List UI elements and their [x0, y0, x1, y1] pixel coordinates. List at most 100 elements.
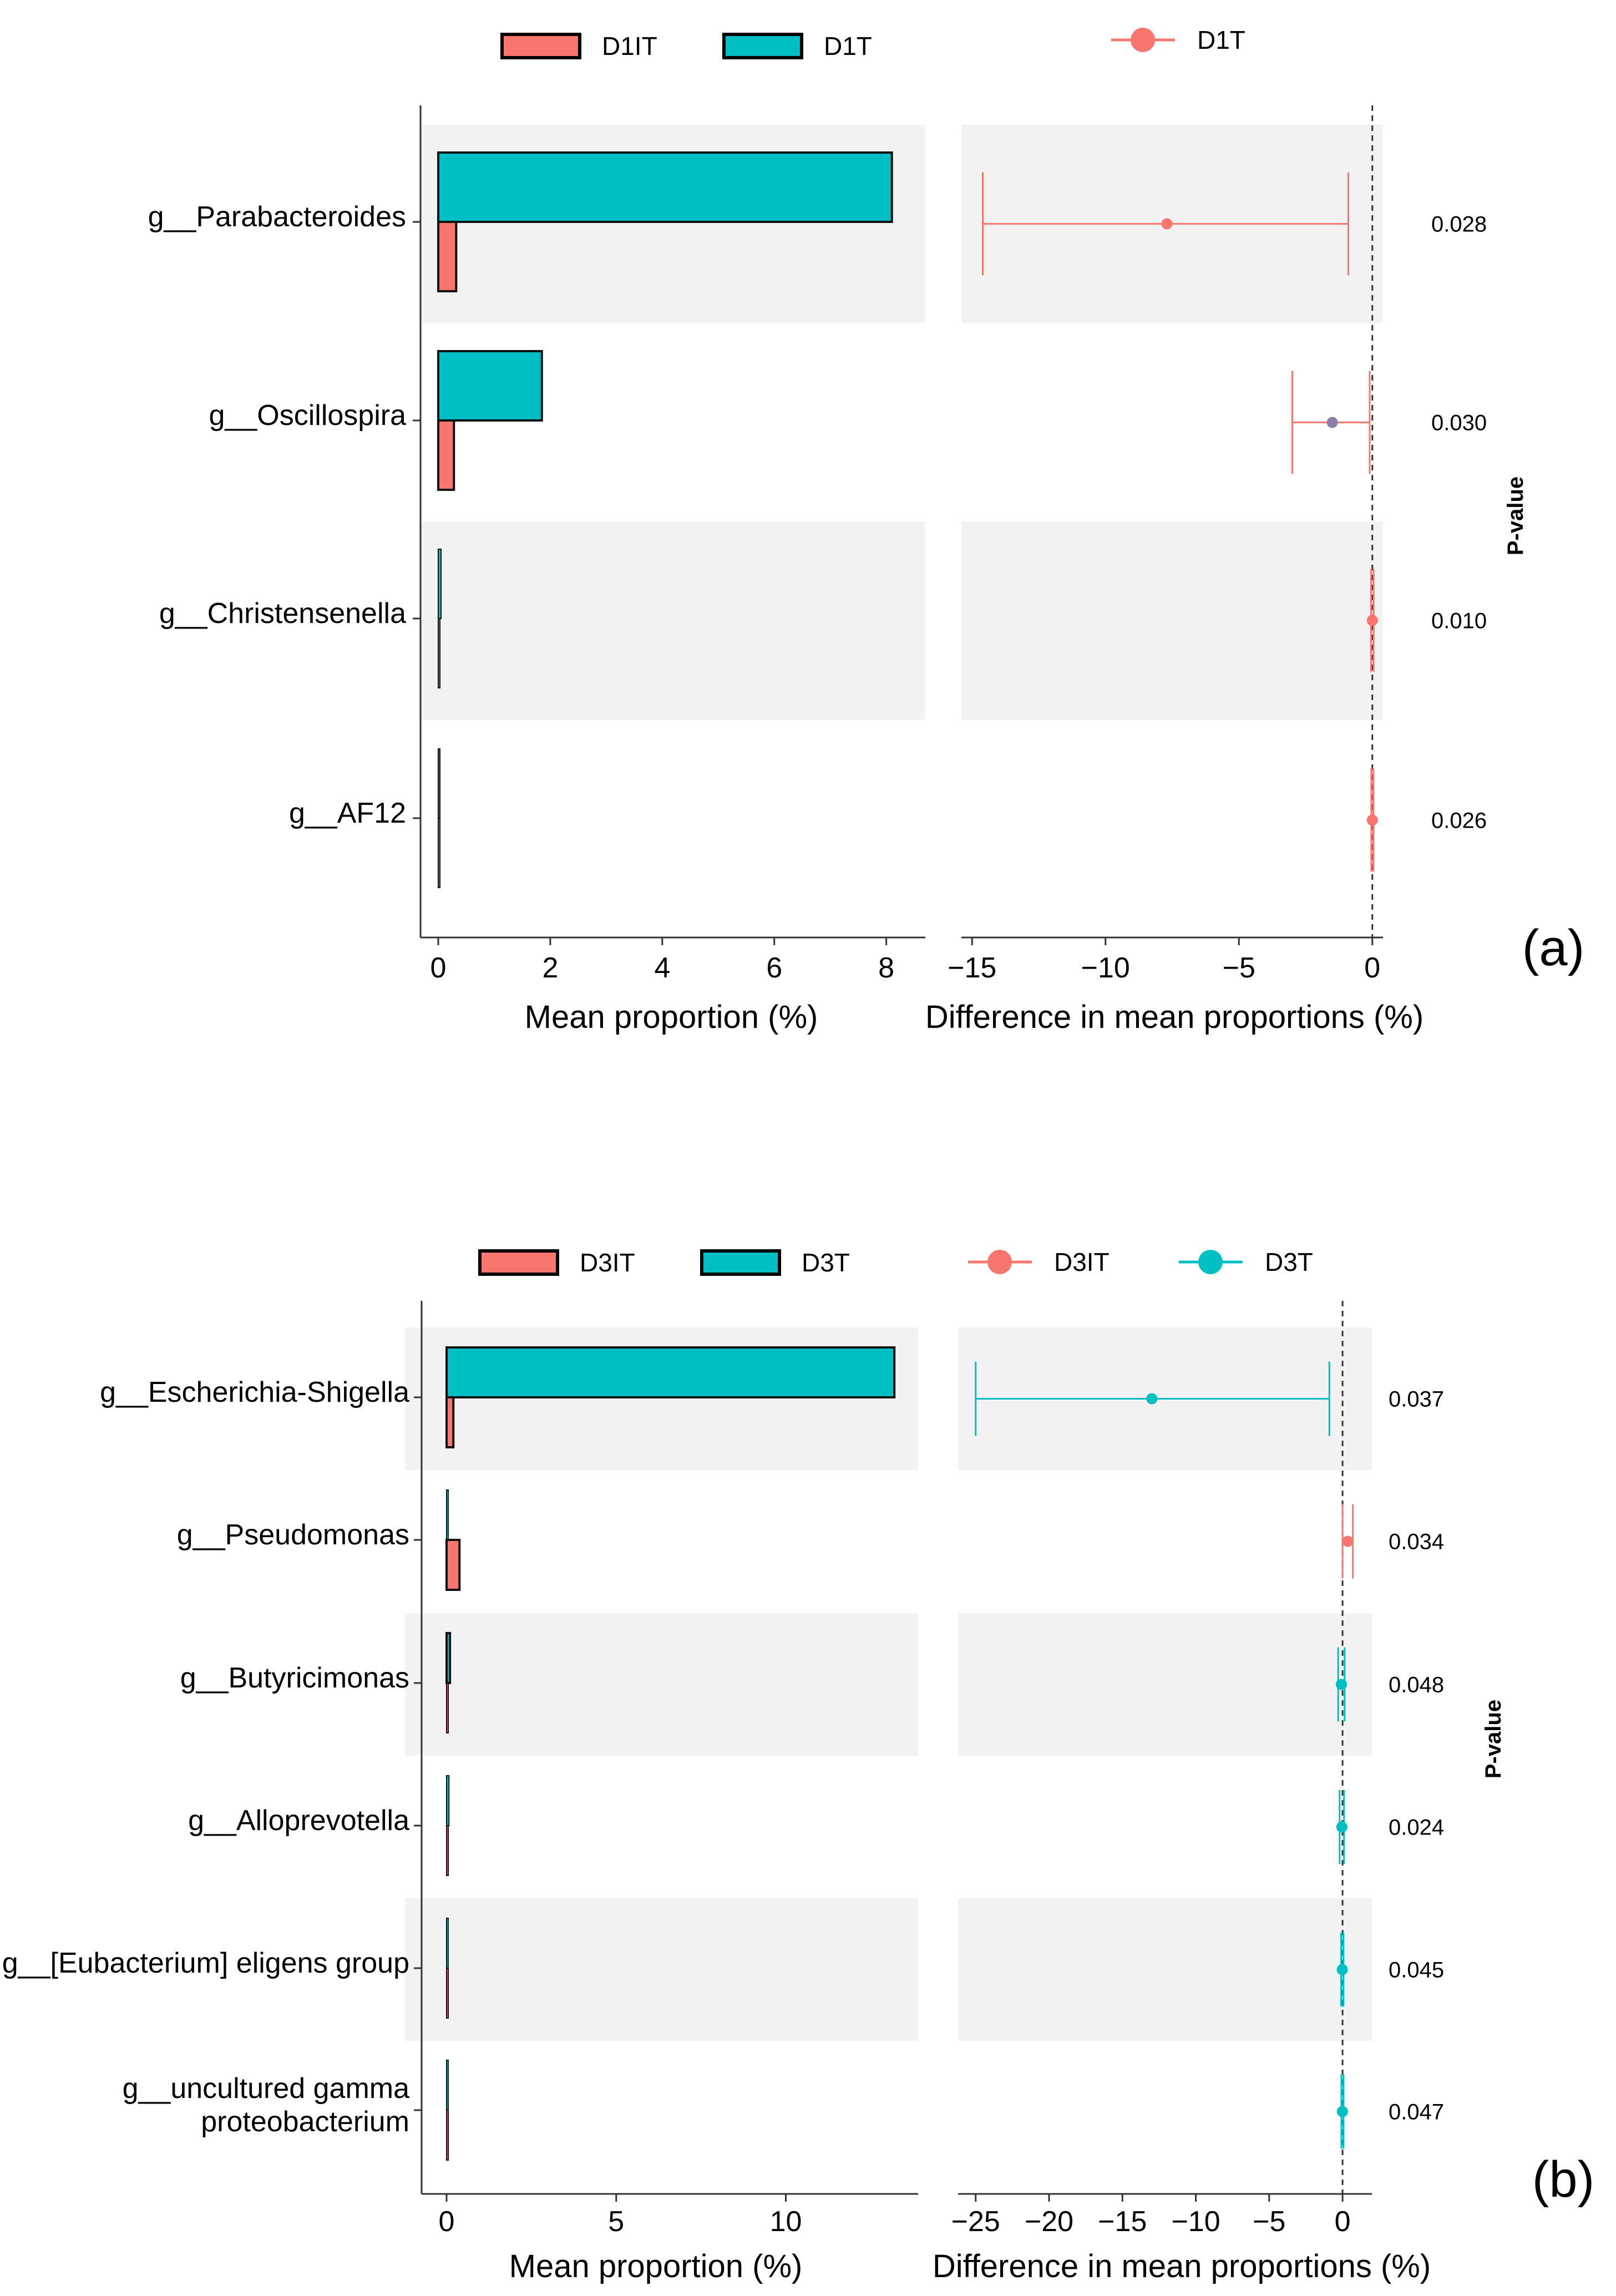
legend-label-d1t: D1T — [824, 32, 872, 60]
p-value-g-alloprevotella: 0.024 — [1389, 1816, 1444, 1840]
bar-d3it-g-uncultured-gamma-proteobacterium — [446, 2109, 449, 2161]
bar-d3it-g-butyricimonas — [446, 1682, 449, 1734]
category-label-g-oscillospira: g__Oscillospira — [209, 399, 407, 432]
panel-label: (a) — [1522, 920, 1584, 976]
p-value-g-escherichia-shigella: 0.037 — [1389, 1387, 1444, 1412]
bar-d1it-g-christensenella — [438, 617, 440, 688]
p-value-g-eubacterium-eligens-group: 0.045 — [1389, 1958, 1444, 1983]
difference-tick-label-25: −25 — [951, 2206, 1000, 2238]
estimate-point-g-pseudomonas — [1342, 1535, 1354, 1547]
p-value-g-af12: 0.026 — [1431, 809, 1487, 833]
panel-a: D1IT D1T D1T 0 2 4 6 8 Mean proportion (%) g__Par… — [148, 26, 1585, 1035]
panel-label: (b) — [1532, 2151, 1594, 2208]
bar-d3it-g-pseudomonas — [445, 1538, 461, 1591]
legend-point-label-d3it: D3IT — [1054, 1248, 1110, 1276]
legend-point-marker-d1t — [1131, 28, 1155, 52]
difference-tick-label-10: −10 — [1081, 952, 1130, 984]
row-band-left-g-eubacterium-eligens-group — [405, 1898, 918, 2041]
row-band-left-g-christensenella — [422, 521, 925, 719]
category-label-g-af12: g__AF12 — [289, 797, 406, 829]
legend-swatch-d1t — [722, 33, 803, 59]
estimate-point-g-alloprevotella — [1336, 1821, 1347, 1833]
panel-b: D3IT D3T D3IT D3T 0 5 10 Mean proportion (%) g__… — [2, 1248, 1594, 2284]
category-label-g-alloprevotella: g__Alloprevotella — [188, 1805, 409, 1837]
legend-label-d3it: D3IT — [580, 1248, 635, 1277]
mean-proportion-tick-label-0: 0 — [439, 2206, 455, 2238]
bar-d1t-g-parabacteroides — [437, 151, 893, 223]
bar-d3it-g-escherichia-shigella — [445, 1396, 455, 1448]
category-label-g-eubacterium-eligens-group: g__[Eubacterium] eligens group — [2, 1947, 409, 1979]
bar-d1it-g-af12 — [438, 817, 440, 888]
estimate-point-g-butyricimonas — [1335, 1679, 1347, 1690]
row-band-right-g-eubacterium-eligens-group — [958, 1898, 1372, 2041]
category-label-g-butyricimonas: g__Butyricimonas — [180, 1662, 409, 1694]
difference-tick-label-15: −15 — [1098, 2206, 1147, 2238]
row-band-right-g-christensenella — [961, 521, 1383, 719]
difference-tick-label-5: −5 — [1253, 2206, 1285, 2238]
category-label-g-escherichia-shigella: g__Escherichia-Shigella — [100, 1376, 409, 1408]
estimate-point-g-af12 — [1366, 814, 1378, 826]
bar-d1it-g-oscillospira — [437, 419, 455, 491]
estimate-point-g-eubacterium-eligens-group — [1336, 1964, 1348, 1975]
legend-label-d3t: D3T — [802, 1248, 850, 1277]
category-label-g-christensenella: g__Christensenella — [159, 597, 406, 630]
difference-tick-label-0: 0 — [1335, 2206, 1351, 2238]
p-value-axis-title: P-value — [1481, 1700, 1506, 1778]
bar-d1t-g-af12 — [438, 748, 440, 819]
p-value-g-butyricimonas: 0.048 — [1389, 1673, 1444, 1697]
legend-point-marker-d3it — [987, 1250, 1012, 1274]
p-value-axis-title: P-value — [1503, 477, 1528, 555]
bar-d3it-g-eubacterium-eligens-group — [446, 1967, 449, 2019]
row-band-left-g-butyricimonas — [405, 1613, 918, 1756]
mean-proportion-tick-label-6: 6 — [766, 952, 782, 984]
estimate-point-g-oscillospira — [1326, 417, 1338, 428]
category-label-g-pseudomonas: g__Pseudomonas — [177, 1519, 409, 1551]
bar-d3it-g-alloprevotella — [446, 1824, 449, 1876]
bar-d3t-g-eubacterium-eligens-group — [446, 1917, 449, 1969]
legend-swatch-d3it — [478, 1249, 559, 1276]
mean-proportion-tick-label-8: 8 — [878, 952, 894, 984]
legend-swatch-d1it — [500, 33, 581, 59]
bar-d3t-g-butyricimonas — [445, 1631, 452, 1684]
legend-point-label-d1t: D1T — [1197, 26, 1245, 54]
mean-proportion-tick-label-4: 4 — [654, 952, 670, 984]
bar-d3t-g-alloprevotella — [446, 1775, 450, 1826]
difference-tick-label-0: 0 — [1364, 952, 1380, 984]
mean-proportion-tick-label-2: 2 — [542, 952, 558, 984]
p-value-g-uncultured-gamma-proteobacterium: 0.047 — [1389, 2100, 1444, 2125]
p-value-g-christensenella: 0.010 — [1431, 609, 1487, 633]
legend-label-d1it: D1IT — [602, 32, 657, 60]
p-value-g-pseudomonas: 0.034 — [1389, 1530, 1444, 1554]
difference-tick-label-20: −20 — [1025, 2206, 1073, 2238]
difference-tick-label-10: −10 — [1171, 2206, 1220, 2238]
legend-point-label-d3t: D3T — [1265, 1248, 1313, 1276]
difference-tick-label-5: −5 — [1223, 952, 1255, 984]
mean-proportion-tick-label-10: 10 — [770, 2206, 802, 2238]
p-value-g-oscillospira: 0.030 — [1431, 411, 1487, 435]
legend-swatch-d3t — [700, 1249, 781, 1276]
difference-axis-title: Difference in mean proportions (%) — [925, 999, 1424, 1035]
row-band-right-g-butyricimonas — [958, 1613, 1372, 1756]
bar-d1t-g-christensenella — [438, 548, 442, 619]
mean-proportion-tick-label-0: 0 — [430, 952, 447, 984]
bar-d1t-g-oscillospira — [437, 349, 543, 422]
category-label-g-uncultured-gamma-proteobacterium-line-1: g__uncultured gamma — [123, 2072, 410, 2105]
estimate-point-g-uncultured-gamma-proteobacterium — [1336, 2106, 1348, 2117]
mean-proportion-axis-title: Mean proportion (%) — [509, 2248, 803, 2284]
estimate-point-g-parabacteroides — [1161, 218, 1173, 230]
category-label-g-uncultured-gamma-proteobacterium-line-2: proteobacterium — [201, 2106, 409, 2138]
category-label-g-parabacteroides: g__Parabacteroides — [148, 201, 406, 233]
legend-point-marker-d3t — [1198, 1250, 1223, 1274]
difference-tick-label-15: −15 — [948, 952, 996, 984]
bar-d3t-g-pseudomonas — [446, 1489, 449, 1540]
estimate-point-g-christensenella — [1366, 615, 1378, 626]
mean-proportion-axis-title: Mean proportion (%) — [525, 999, 818, 1035]
bar-d1it-g-parabacteroides — [437, 220, 458, 292]
bar-d3t-g-uncultured-gamma-proteobacterium — [446, 2059, 449, 2111]
estimate-point-g-escherichia-shigella — [1146, 1393, 1158, 1405]
mean-proportion-tick-label-5: 5 — [608, 2206, 624, 2238]
p-value-g-parabacteroides: 0.028 — [1431, 212, 1487, 237]
bar-d3t-g-escherichia-shigella — [445, 1346, 896, 1398]
difference-axis-title: Difference in mean proportions (%) — [933, 2248, 1431, 2284]
